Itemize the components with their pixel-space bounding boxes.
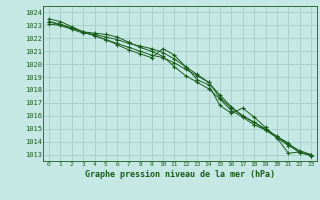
X-axis label: Graphe pression niveau de la mer (hPa): Graphe pression niveau de la mer (hPa): [85, 170, 275, 179]
